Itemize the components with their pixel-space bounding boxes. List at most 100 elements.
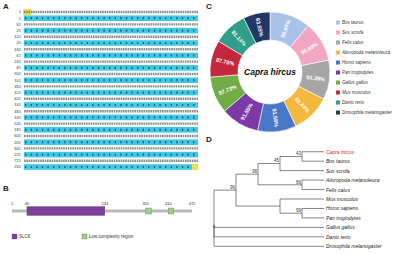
position-label: 244 bbox=[102, 201, 109, 206]
nt-sequence bbox=[24, 98, 198, 100]
position-label: 1 bbox=[11, 201, 14, 206]
nt-sequence bbox=[24, 60, 198, 62]
data-label: 93.39% bbox=[306, 74, 325, 82]
nt-sequence bbox=[24, 160, 198, 162]
nt-sequence bbox=[24, 147, 198, 149]
aa-position: 41 bbox=[17, 40, 22, 45]
aa-highlight bbox=[24, 152, 198, 158]
branch bbox=[280, 199, 324, 206]
aa-sequence bbox=[25, 17, 197, 19]
aa-position: 1 bbox=[19, 16, 22, 21]
branch bbox=[214, 225, 324, 227]
aa-sequence bbox=[25, 154, 197, 156]
panel-letter: B bbox=[3, 184, 9, 193]
support-label: 66 bbox=[296, 180, 302, 185]
legend: Bos taurusSus scrofaFelis catusAiluropod… bbox=[336, 20, 393, 115]
aa-highlight bbox=[24, 40, 198, 46]
panel-letter: D bbox=[206, 135, 212, 144]
nt-sequence bbox=[24, 48, 198, 50]
support-label: 43 bbox=[296, 151, 302, 156]
position-label: 410 bbox=[165, 201, 172, 206]
aa-highlight bbox=[24, 164, 198, 170]
aa-position: 241 bbox=[14, 164, 21, 169]
figure: ABCD116121121411816124181301101361121421… bbox=[0, 0, 400, 254]
leaf-label: Sus scrofa bbox=[326, 168, 350, 174]
aa-position: 61 bbox=[17, 53, 22, 58]
legend-label: Drosophila melanogaster bbox=[342, 110, 393, 115]
aa-sequence bbox=[25, 91, 197, 93]
legend-label: SLC6 bbox=[19, 234, 31, 239]
legend-swatch bbox=[336, 41, 340, 45]
legend-label: Low complexity region bbox=[89, 234, 134, 239]
aa-position: 141 bbox=[14, 102, 21, 107]
branch bbox=[214, 225, 324, 246]
data-label: 63.55% bbox=[255, 17, 265, 37]
aa-position: 121 bbox=[14, 90, 21, 95]
nt-position: 241 bbox=[14, 59, 21, 64]
aa-highlight bbox=[24, 115, 198, 121]
legend-swatch bbox=[82, 234, 87, 239]
legend-swatch bbox=[336, 111, 340, 115]
aa-sequence bbox=[25, 79, 197, 81]
legend-swatch bbox=[336, 21, 340, 25]
legend-label: Danio rerio bbox=[342, 100, 365, 105]
legend-swatch bbox=[336, 61, 340, 65]
leaf-label: Bos taurus bbox=[326, 158, 350, 164]
nt-position: 121 bbox=[14, 34, 21, 39]
aa-highlight bbox=[24, 28, 198, 34]
aa-position: 81 bbox=[17, 65, 22, 70]
support-label: 98 bbox=[252, 169, 258, 174]
aa-position: 161 bbox=[14, 115, 21, 120]
aa-sequence bbox=[25, 116, 197, 118]
aa-highlight bbox=[24, 77, 198, 83]
aa-sequence bbox=[25, 141, 197, 143]
tree: Capra hircusBos taurusSus scrofaAiluropo… bbox=[214, 149, 382, 250]
branch bbox=[302, 180, 324, 185]
slice bbox=[244, 12, 270, 43]
nt-sequence bbox=[24, 73, 198, 75]
branch bbox=[214, 225, 324, 237]
legend-label: Homo sapiens bbox=[342, 60, 372, 65]
legend-label: Gallus gallus bbox=[342, 80, 369, 85]
leaf-label: Gallus gallus bbox=[326, 224, 355, 230]
panel-letter: C bbox=[206, 2, 212, 11]
legend-swatch bbox=[336, 81, 340, 85]
legend-label: Bos taurus bbox=[342, 20, 364, 25]
data-label: 95.89% bbox=[300, 41, 319, 56]
nt-position: 481 bbox=[14, 109, 21, 114]
aa-highlight bbox=[24, 102, 198, 108]
data-label: 92.44% bbox=[294, 96, 311, 114]
nt-position: 181 bbox=[14, 47, 21, 52]
branch bbox=[280, 206, 302, 213]
nt-position: 721 bbox=[14, 158, 21, 163]
panel-letter: A bbox=[3, 2, 9, 11]
branch bbox=[214, 190, 236, 225]
aa-highlight bbox=[24, 53, 198, 59]
data-label: 81.14% bbox=[230, 29, 247, 47]
legend-label: Pan troglodytes bbox=[342, 70, 374, 75]
legend-swatch bbox=[336, 51, 340, 55]
nt-sequence bbox=[24, 36, 198, 38]
legend-label: Felis catus bbox=[342, 40, 364, 45]
legend-swatch bbox=[12, 234, 17, 239]
nt-sequence bbox=[24, 122, 198, 124]
nt-sequence bbox=[24, 135, 198, 137]
domain-map: SLC6Low complexity region140244351410472 bbox=[11, 201, 196, 239]
leaf-label: Drosophila melanogaster bbox=[326, 243, 382, 249]
nt-position: 361 bbox=[14, 84, 21, 89]
legend-label: Sus scrofa bbox=[342, 30, 364, 35]
nt-sequence bbox=[24, 85, 198, 87]
nt-position: 1 bbox=[19, 9, 22, 14]
nt-sequence bbox=[24, 23, 198, 25]
aa-sequence bbox=[25, 54, 197, 56]
legend-swatch bbox=[336, 71, 340, 75]
nt-sequence bbox=[24, 11, 198, 13]
aa-highlight bbox=[24, 65, 198, 71]
slice bbox=[290, 26, 328, 66]
aa-sequence bbox=[25, 67, 197, 69]
aa-sequence bbox=[25, 42, 197, 44]
legend-swatch bbox=[336, 31, 340, 35]
aa-highlight bbox=[24, 127, 198, 133]
aa-sequence bbox=[25, 166, 197, 168]
data-label: 87.70% bbox=[215, 57, 235, 67]
